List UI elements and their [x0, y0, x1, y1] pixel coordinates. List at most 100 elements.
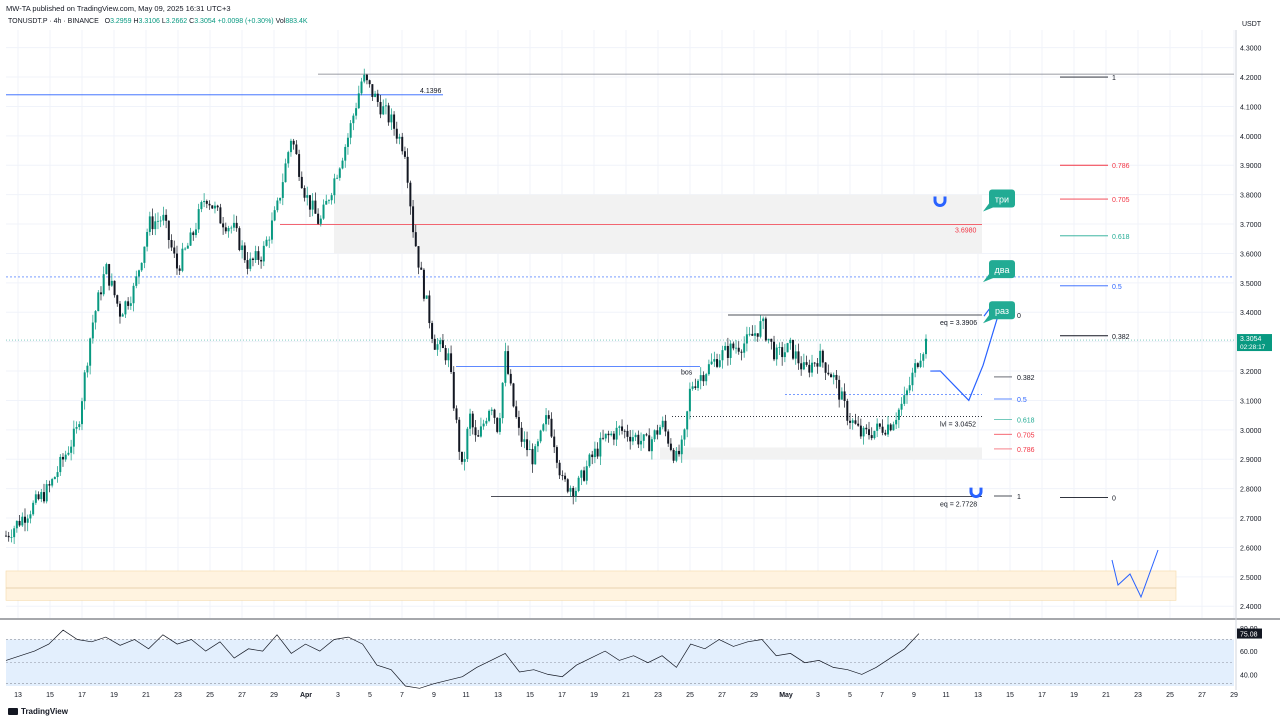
symbol[interactable]: TONUSDT.P · 4h · BINANCE	[8, 18, 99, 25]
candle-body	[916, 363, 919, 367]
y-tick-label: 4.1000	[1240, 104, 1262, 111]
candle-body	[257, 251, 260, 260]
candle-body	[13, 528, 16, 538]
last-price-tag	[1237, 334, 1272, 352]
candle-body	[925, 338, 927, 355]
candle-body	[178, 268, 181, 271]
candle-body	[868, 429, 871, 436]
x-tick-label: 23	[174, 692, 182, 699]
candle-body	[382, 106, 385, 115]
callout-box	[989, 260, 1015, 279]
candle-body	[922, 354, 925, 361]
candle-body	[352, 115, 355, 124]
fib-right-label: 0	[1112, 495, 1116, 502]
level-label: eq = 3.3906	[940, 320, 977, 327]
candle-body	[477, 435, 480, 437]
candle-body	[870, 435, 873, 439]
candle-body	[767, 338, 770, 341]
fib-right-label: 0.382	[1112, 334, 1130, 341]
candle-body	[412, 206, 415, 233]
candle-body	[91, 322, 94, 339]
candle-body	[186, 245, 189, 249]
candle-body	[612, 433, 615, 440]
candle-body	[417, 246, 420, 268]
candle-body	[148, 216, 151, 232]
last-price-label: 3.3054	[1240, 336, 1262, 343]
candle-body	[664, 420, 667, 432]
candle-body	[775, 347, 778, 360]
level-label: 4.1396	[420, 88, 442, 95]
candle-body	[849, 420, 852, 423]
candle-body	[455, 408, 458, 420]
candle-body	[688, 388, 691, 412]
candle-body	[650, 439, 653, 452]
candle-body	[561, 475, 564, 477]
candle-body	[32, 502, 35, 515]
candle-body	[797, 351, 800, 364]
candle-body	[631, 437, 634, 442]
candle-body	[94, 311, 97, 323]
candle-body	[398, 136, 401, 139]
candle-body	[70, 446, 73, 453]
candle-body	[42, 492, 45, 502]
candle-body	[235, 222, 238, 229]
candle-body	[794, 351, 797, 359]
y-tick-label: 3.0000	[1240, 428, 1262, 435]
candle-body	[387, 105, 390, 123]
candle-body	[441, 340, 444, 349]
candle-body	[737, 347, 740, 352]
candle-body	[154, 221, 157, 230]
x-tick-label: 27	[718, 692, 726, 699]
candle-body	[21, 516, 24, 526]
candle-body	[808, 364, 811, 373]
candle-body	[303, 188, 306, 198]
candle-body	[409, 182, 412, 207]
level-label: bos	[681, 370, 693, 377]
candle-body	[99, 292, 102, 295]
lower-orange-zone	[5, 570, 1177, 601]
candle-body	[433, 338, 436, 350]
candle-body	[422, 269, 425, 299]
candle-body	[289, 140, 292, 153]
candle-body	[276, 200, 279, 211]
x-tick-label: 13	[974, 692, 982, 699]
candle-body	[604, 433, 607, 439]
candle-body	[756, 333, 759, 337]
candle-body	[355, 108, 358, 116]
candle-body	[593, 448, 596, 458]
candle-body	[507, 351, 510, 374]
candle-body	[344, 146, 347, 161]
candle-body	[545, 415, 548, 425]
candle-body	[224, 227, 227, 232]
candle-body	[878, 423, 881, 427]
candle-body	[474, 427, 477, 436]
candle-body	[751, 333, 754, 336]
candle-body	[127, 301, 130, 306]
candle-body	[900, 403, 903, 410]
candle-body	[705, 374, 708, 382]
candle-body	[227, 227, 230, 232]
candle-body	[34, 494, 37, 503]
candle-body	[420, 267, 423, 270]
candle-body	[360, 81, 363, 94]
candle-body	[113, 280, 116, 296]
fib-mid-label: 0.5	[1017, 397, 1027, 404]
candle-body	[273, 210, 276, 221]
candle-body	[857, 423, 860, 426]
candle-body	[629, 436, 632, 442]
fib-right-label: 0.705	[1112, 197, 1130, 204]
candle-body	[254, 251, 257, 260]
candle-body	[251, 258, 254, 260]
candle-body	[414, 232, 417, 247]
x-tick-label: 11	[462, 692, 469, 699]
x-tick-label: May	[779, 692, 793, 699]
candle-body	[393, 114, 396, 129]
candle-body	[167, 220, 170, 241]
x-tick-label: 19	[590, 692, 598, 699]
candle-body	[436, 344, 439, 350]
projection-path	[930, 317, 998, 402]
zones	[5, 194, 1177, 601]
candle-body	[45, 484, 48, 502]
